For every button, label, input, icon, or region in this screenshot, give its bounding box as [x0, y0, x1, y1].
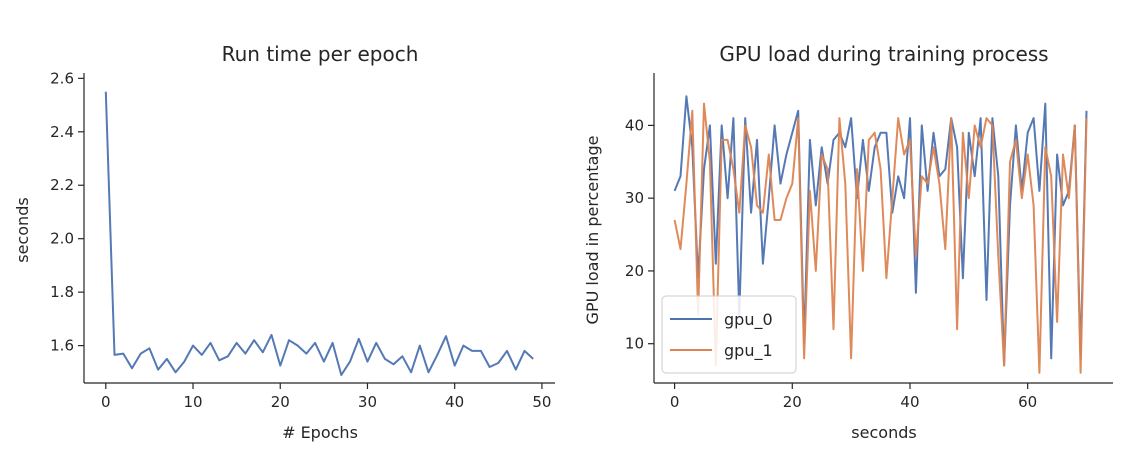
- x-tick-label: 0: [670, 393, 680, 411]
- x-tick-label: 10: [183, 393, 202, 411]
- chart-2-ylabel: GPU load in percentage: [583, 136, 602, 325]
- series-line-series-0: [104, 91, 534, 376]
- y-tick-label: 2.4: [50, 123, 74, 141]
- chart-gpu-load: GPU load during training process seconds…: [583, 42, 1113, 442]
- chart-2-xlabel: seconds: [851, 423, 916, 442]
- x-tick-label: 40: [900, 393, 919, 411]
- y-tick-label: 10: [625, 335, 644, 353]
- x-tick-label: 20: [783, 393, 802, 411]
- x-tick-label: 50: [532, 393, 551, 411]
- y-tick-label: 2.2: [50, 176, 74, 194]
- chart-run-time: Run time per epoch # Epochs seconds 0 10 2…: [13, 42, 555, 442]
- y-tick-label: 1.6: [50, 337, 74, 355]
- x-tick-label: 30: [358, 393, 377, 411]
- x-tick-label: 60: [1018, 393, 1037, 411]
- y-tick-label: 1.8: [50, 283, 74, 301]
- y-tick-label: 20: [625, 262, 644, 280]
- y-tick-label: 2.6: [50, 69, 74, 87]
- chart-2-legend: gpu_0 gpu_1: [661, 295, 797, 374]
- y-tick-label: 40: [625, 116, 644, 134]
- chart-1-ylabel: seconds: [13, 197, 32, 262]
- chart-2-title: GPU load during training process: [719, 42, 1048, 66]
- y-tick-label: 30: [625, 189, 644, 207]
- y-tick-label: 2.0: [50, 230, 74, 248]
- legend-label-gpu_0: gpu_0: [724, 310, 773, 330]
- series-line-gpu_0: [673, 95, 1088, 367]
- chart-1-xlabel: # Epochs: [282, 423, 358, 442]
- legend-label-gpu_1: gpu_1: [724, 341, 773, 361]
- legend-box: [661, 295, 797, 374]
- chart-1-title: Run time per epoch: [222, 42, 419, 66]
- series-line-gpu_1: [673, 102, 1088, 374]
- x-tick-label: 0: [101, 393, 111, 411]
- x-tick-label: 20: [271, 393, 290, 411]
- x-tick-label: 40: [445, 393, 464, 411]
